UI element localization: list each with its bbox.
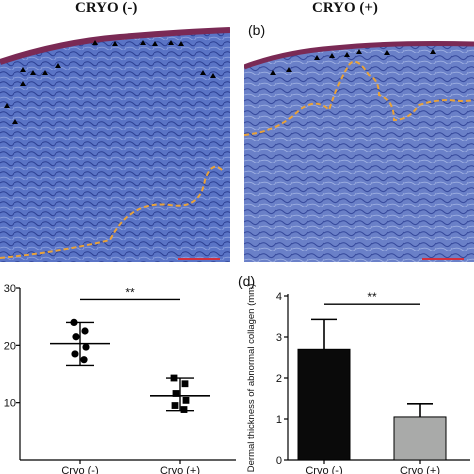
panel-a-title: CRYO (-) <box>75 0 138 16</box>
significance-label-d: ** <box>367 290 377 304</box>
data-point-square <box>171 402 179 409</box>
x-tick-label-c: Cryo (+) <box>160 465 200 474</box>
data-point-circle <box>81 327 89 335</box>
lesion-boundary-b <box>244 60 474 136</box>
arrowheads-a <box>4 40 216 124</box>
y-axis-label-d: Dermal thickness of abnormal collagen (m… <box>246 284 257 472</box>
scale-bar-b <box>422 258 464 260</box>
y-tick-label-d: 3 <box>276 332 282 344</box>
data-point-square <box>182 396 190 404</box>
data-point-circle <box>80 356 88 364</box>
y-tick-label-d: 1 <box>276 414 282 426</box>
bar <box>393 416 447 461</box>
arrowheads-b <box>270 49 436 75</box>
data-point-circle <box>72 333 80 341</box>
data-point-square <box>180 406 188 413</box>
scatter-chart-c: 10 20 30 Cryo (-) Cryo (+) ** <box>4 283 236 474</box>
x-tick-label-d: Cryo (-) <box>305 465 342 474</box>
bar <box>297 348 351 461</box>
y-tick-label-d: 2 <box>276 373 282 385</box>
data-point-circle <box>71 350 79 358</box>
x-tick-label-d: Cryo (+) <box>400 465 440 474</box>
x-tick-label-c: Cryo (-) <box>61 465 98 474</box>
lesion-boundary-a <box>0 165 223 259</box>
panel-b-title: CRYO (+) <box>312 0 378 16</box>
micrograph-cryo-minus <box>0 20 230 262</box>
micrograph-cryo-plus: (b) <box>244 20 474 262</box>
data-point-square <box>181 380 189 388</box>
y-tick-label-c: 20 <box>4 340 16 352</box>
panel-d-label: (d) <box>238 274 255 289</box>
data-point-circle <box>70 318 78 326</box>
data-point-square <box>172 390 180 397</box>
y-tick-label-d: 4 <box>276 291 282 303</box>
bar-chart-d: (d) 0 1 2 3 4 Dermal thickness of abnormal col… <box>238 274 470 474</box>
significance-label-c: ** <box>125 285 135 299</box>
panel-b-label: (b) <box>248 22 266 38</box>
y-tick-label-c: 30 <box>4 283 16 295</box>
y-tick-label-c: 10 <box>4 398 16 410</box>
data-point-circle <box>82 343 90 351</box>
scale-bar-a <box>178 258 220 260</box>
y-tick-label-d: 0 <box>276 455 282 467</box>
data-point-square <box>170 374 178 382</box>
